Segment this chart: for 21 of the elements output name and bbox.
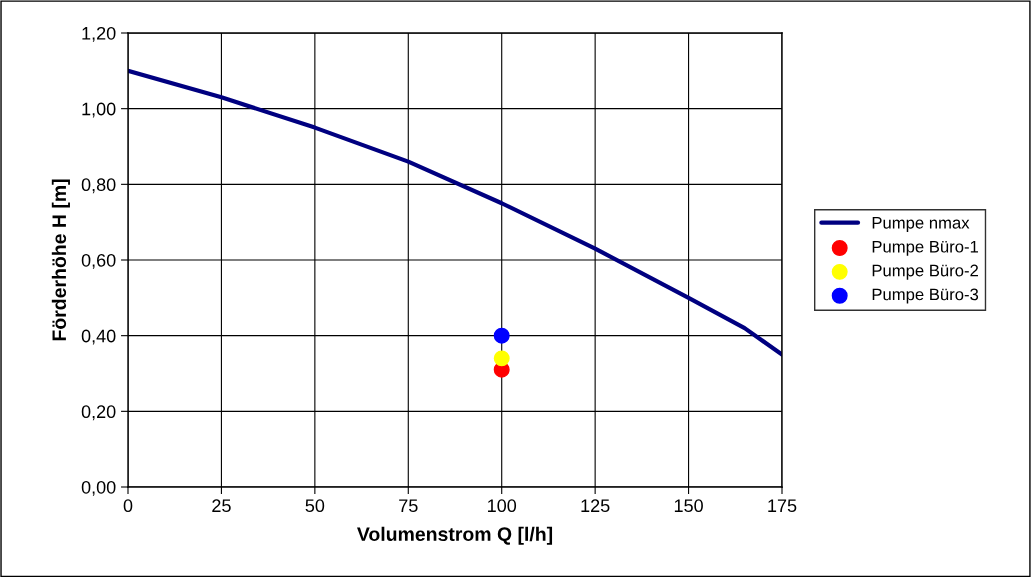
legend-label: Pumpe Büro-1 — [872, 240, 979, 256]
y-tick-label: 0,80 — [81, 178, 116, 194]
y-tick-label: 1,20 — [82, 26, 116, 42]
x-tick-label: 125 — [581, 499, 610, 513]
x-tick-label: 25 — [212, 499, 231, 513]
x-tick-label: 50 — [305, 499, 325, 513]
legend-label: Pumpe nmax — [872, 217, 970, 232]
legend-label: Pumpe Büro-2 — [872, 264, 978, 280]
x-axis-title: Volumenstrom Q [l/h] — [357, 526, 553, 545]
y-tick-label: 1,00 — [82, 102, 116, 118]
y-axis-title: Förderhöhe H [m] — [51, 179, 70, 341]
x-tick-label: 75 — [399, 499, 418, 513]
y-tick-label: 0,40 — [81, 329, 116, 345]
y-tick-label: 0,60 — [81, 253, 116, 269]
y-tick-label: 0,00 — [81, 480, 116, 496]
x-tick-label: 100 — [488, 499, 517, 513]
y-tick-label: 0,20 — [81, 405, 116, 421]
x-tick-label: 150 — [674, 499, 703, 513]
x-tick-label: 0 — [123, 499, 133, 513]
legend-label: Pumpe Büro-3 — [872, 288, 979, 304]
x-tick-label: 175 — [768, 499, 797, 513]
